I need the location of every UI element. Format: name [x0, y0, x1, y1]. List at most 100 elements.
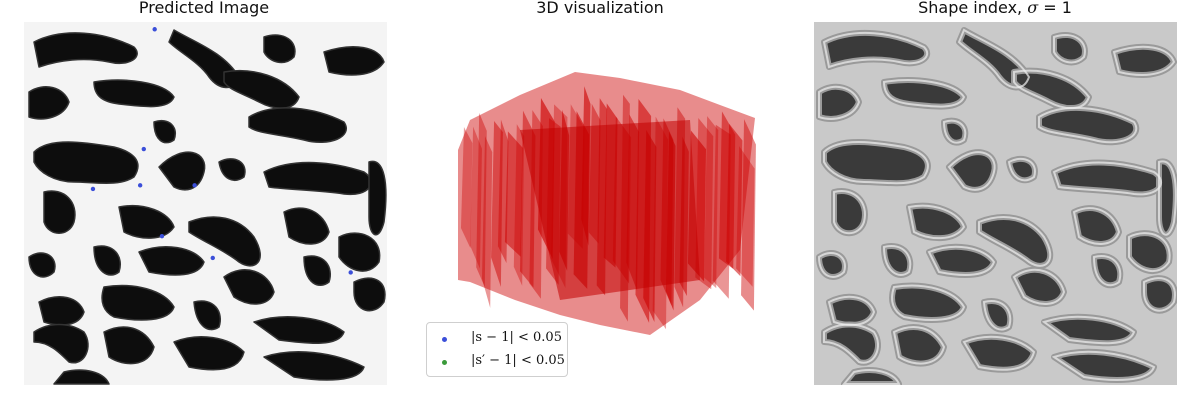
shape-index-blob-rim: [1072, 207, 1121, 245]
predicted-image-blob: [303, 255, 331, 287]
shape-index-blob-rim: [1092, 255, 1122, 287]
legend-label-s-prime: |s′ − 1| < 0.05: [471, 353, 565, 368]
predicted-image-point: [348, 270, 353, 275]
shape-index-blob-rim: [822, 32, 929, 69]
predicted-image-point: [141, 146, 146, 152]
shape-index-blob-rim: [882, 245, 912, 276]
panel-title-predicted-image: Predicted Image: [138, 0, 270, 17]
predicted-image-blob: [283, 207, 330, 245]
predicted-image-blob: [263, 34, 296, 64]
shape-index-blob-rim: [823, 323, 879, 364]
predicted-image-point: [152, 27, 157, 32]
predicted-image-blob: [173, 336, 245, 371]
predicted-image-blob: [53, 369, 110, 385]
predicted-image-point: [90, 186, 96, 192]
predicted-image-blob: [93, 79, 175, 108]
predicted-image-blob: [323, 46, 385, 76]
shape-index-blob-rim: [833, 190, 866, 235]
3d-surface-sheet: [491, 121, 503, 288]
legend-marker-green-dot: [442, 360, 447, 365]
predicted-image-blob: [338, 232, 381, 272]
3d-surface: [458, 72, 756, 335]
3d-surface-sheet: [704, 116, 719, 289]
shape-index-blob-rim: [818, 85, 861, 120]
3d-surface-core: [520, 120, 700, 300]
shape-index-blob-rim: [1007, 157, 1036, 182]
predicted-image-blob: [138, 246, 205, 276]
sigma-symbol: σ: [1027, 0, 1039, 17]
shape-index-blobs: [816, 27, 1177, 385]
3d-surface-sheet: [476, 112, 487, 288]
shape-index-blob-rim: [817, 252, 846, 278]
3d-surface-sheet: [470, 126, 482, 269]
shape-index-blob: [881, 243, 914, 278]
legend-marker-blue-dot: [442, 337, 447, 342]
shape-index-blob-rim: [891, 284, 966, 321]
shape-index-blob-rim: [927, 245, 996, 276]
predicted-image-blob: [43, 190, 76, 234]
legend-entry-s: |s − 1| < 0.05: [427, 328, 567, 350]
predicted-image-blob: [223, 269, 275, 305]
predicted-image-points: [90, 27, 353, 275]
predicted-image-blob: [101, 284, 175, 321]
predicted-image-blob: [33, 32, 138, 68]
shape-index-blob-rim: [1158, 160, 1177, 236]
predicted-image-blob: [193, 300, 221, 331]
predicted-image-point: [210, 255, 215, 261]
predicted-image-blob: [93, 245, 121, 276]
predicted-image-blob: [33, 323, 89, 364]
shape-index-blob: [1091, 253, 1124, 289]
3d-surface-sheet: [504, 131, 523, 257]
shape-index-title-tail: = 1: [1038, 0, 1072, 17]
predicted-image-blob: [263, 351, 365, 381]
predicted-image-blob: [28, 252, 56, 278]
shape-index-blob-rim: [982, 300, 1012, 331]
predicted-image-blob: [103, 326, 155, 365]
predicted-image-blob: [28, 86, 70, 120]
predicted-image-blob: [188, 216, 261, 267]
predicted-image-blob: [153, 120, 176, 144]
shape-index-blob-rim: [907, 204, 966, 240]
shape-index-blob-rim: [1012, 268, 1066, 305]
predicted-image-blob: [353, 277, 386, 312]
3d-surface-sheet: [513, 124, 525, 286]
predicted-image-blob: [218, 158, 246, 181]
predicted-image-point: [192, 183, 197, 188]
predicted-image-point: [159, 233, 165, 239]
3d-surface-sheet: [736, 146, 755, 287]
predicted-image-blob: [248, 107, 347, 144]
shape-index-blob-rim: [1112, 45, 1176, 76]
shape-index-blob-rim: [962, 335, 1036, 371]
predicted-image-blob: [158, 151, 206, 191]
shape-index-blob-rim: [882, 79, 966, 108]
shape-index-blob-rim: [1038, 107, 1138, 144]
legend-label-s: |s − 1| < 0.05: [471, 330, 562, 345]
shape-index-title-text: Shape index,: [918, 0, 1028, 17]
shape-index-blob-rim: [978, 216, 1052, 267]
shape-index-blob-rim: [823, 141, 929, 185]
3d-surface-sheet: [726, 123, 743, 277]
panel-title-shape-index: Shape index, σ = 1: [918, 0, 1072, 17]
predicted-image-panel: [24, 22, 387, 385]
shape-index-blob: [1051, 159, 1164, 198]
shape-index-blob-rim: [1053, 34, 1086, 64]
predicted-image-blob: [253, 316, 345, 344]
shape-index-blob-rim: [1041, 315, 1136, 345]
3d-surface-sheet: [482, 136, 493, 308]
predicted-image-blob: [168, 29, 240, 89]
shape-index-blob: [841, 367, 902, 385]
shape-index-panel: [814, 22, 1177, 385]
predicted-image-blobs: [28, 29, 387, 385]
legend-entry-s-prime: |s′ − 1| < 0.05: [427, 351, 567, 373]
predicted-image-blob: [33, 141, 139, 184]
panel-title-3d-visualization: 3D visualization: [536, 0, 664, 17]
legend: |s − 1| < 0.05 |s′ − 1| < 0.05: [426, 322, 568, 377]
shape-index-blob-rim: [841, 369, 901, 385]
shape-index-blob-rim: [1128, 232, 1171, 272]
shape-index-blob-rim: [1051, 350, 1156, 381]
shape-index-blob-rim: [947, 151, 996, 191]
predicted-image-point: [137, 183, 143, 188]
3d-surface-sheet: [695, 118, 714, 290]
3d-surface-sheet: [741, 119, 756, 311]
